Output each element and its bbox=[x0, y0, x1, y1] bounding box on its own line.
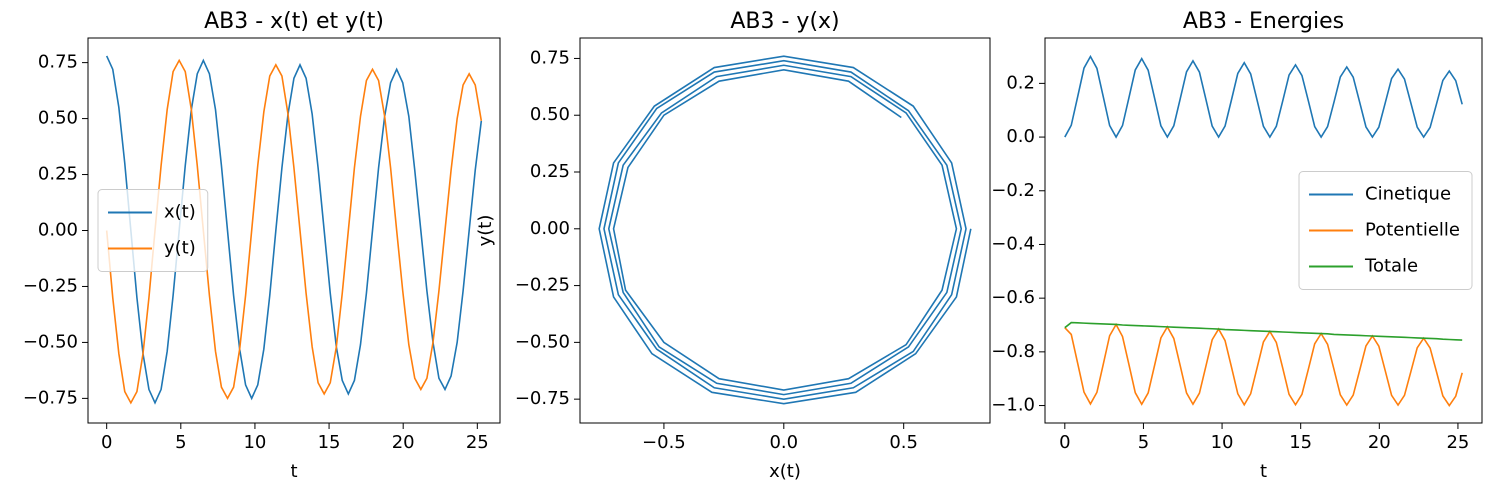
y-tick-label: 0.50 bbox=[38, 108, 78, 129]
x-tick-label: 0 bbox=[101, 432, 112, 453]
legend-label: Totale bbox=[1364, 256, 1418, 277]
axes-frame bbox=[87, 37, 501, 424]
x-tick-label: 5 bbox=[175, 432, 186, 453]
data-line bbox=[1064, 54, 1463, 139]
x-tick-label: 25 bbox=[466, 432, 489, 453]
y-tick-label: −1.0 bbox=[991, 395, 1035, 416]
y-tick-label: 0.0 bbox=[1006, 126, 1035, 147]
x-tick-label: 15 bbox=[1289, 432, 1312, 453]
data-line bbox=[598, 55, 972, 405]
subplot: −0.5 0.0 0.5 −0.75 −0.50 −0.25 0.00 0.25 0.50 0.7… bbox=[475, 9, 991, 482]
y-tick-label: −0.50 bbox=[515, 331, 570, 352]
axes-frame bbox=[1044, 37, 1483, 424]
chart-title: AB3 - y(x) bbox=[730, 9, 839, 34]
y-axis-label: y(t) bbox=[475, 215, 496, 247]
chart-title: AB3 - x(t) et y(t) bbox=[204, 9, 384, 34]
y-tick-label: 0.00 bbox=[530, 218, 570, 239]
legend-label: Cinetique bbox=[1365, 184, 1451, 205]
x-tick-label: 5 bbox=[1138, 432, 1149, 453]
legend-label: x(t) bbox=[164, 202, 196, 223]
x-tick-label: 15 bbox=[318, 432, 341, 453]
y-tick-label: 0.25 bbox=[38, 164, 78, 185]
y-tick-label: −0.2 bbox=[991, 180, 1035, 201]
x-tick-label: 0 bbox=[1059, 432, 1070, 453]
plot-area bbox=[580, 38, 990, 423]
y-tick-label: 0.50 bbox=[530, 104, 570, 125]
data-line bbox=[1064, 321, 1463, 341]
y-tick-label: 0.75 bbox=[530, 47, 570, 68]
y-tick-label: −0.50 bbox=[23, 331, 78, 352]
x-tick-label: 20 bbox=[392, 432, 415, 453]
data-line bbox=[105, 58, 483, 405]
x-tick-label: 0.0 bbox=[769, 432, 798, 453]
x-axis-label: x(t) bbox=[769, 461, 801, 482]
subplot: 0 5 10 15 20 25 −0.75 −0.50 −0.25 0.00 0.25 0.50 0.7… bbox=[23, 9, 501, 482]
data-line bbox=[1064, 322, 1463, 407]
y-tick-label: −0.75 bbox=[23, 387, 78, 408]
legend: Cinetique Potentielle Totale bbox=[1298, 171, 1473, 290]
data-line bbox=[105, 55, 483, 405]
x-axis-label: t bbox=[1260, 461, 1267, 482]
y-tick-label: −0.75 bbox=[515, 388, 570, 409]
x-tick-label: 25 bbox=[1446, 432, 1469, 453]
legend-label: Potentielle bbox=[1365, 220, 1460, 241]
y-tick-label: 0.00 bbox=[38, 220, 78, 241]
x-tick-label: 10 bbox=[243, 432, 266, 453]
legend-label: y(t) bbox=[164, 238, 196, 259]
chart-title: AB3 - Energies bbox=[1183, 9, 1344, 34]
x-tick-label: −0.5 bbox=[642, 432, 686, 453]
legend-frame bbox=[1298, 171, 1473, 290]
y-tick-label: −0.25 bbox=[515, 275, 570, 296]
y-tick-label: −0.6 bbox=[991, 287, 1035, 308]
y-tick-label: −0.25 bbox=[23, 275, 78, 296]
legend-frame bbox=[97, 189, 209, 272]
axes-frame bbox=[579, 37, 991, 424]
x-tick-label: 10 bbox=[1211, 432, 1234, 453]
x-axis-label: t bbox=[290, 461, 297, 482]
y-tick-label: 0.2 bbox=[1006, 72, 1035, 93]
x-tick-label: 0.5 bbox=[889, 432, 918, 453]
y-tick-label: 0.25 bbox=[530, 161, 570, 182]
legend: x(t) y(t) bbox=[97, 189, 209, 272]
y-tick-label: −0.4 bbox=[991, 233, 1035, 254]
y-tick-label: −0.8 bbox=[991, 341, 1035, 362]
x-tick-label: 20 bbox=[1368, 432, 1391, 453]
y-tick-label: 0.75 bbox=[38, 52, 78, 73]
subplot: 0 5 10 15 20 25 −1.0 −0.8 −0.6 −0.4 −0.2 0.0 0.2 AB3 … bbox=[991, 9, 1483, 482]
